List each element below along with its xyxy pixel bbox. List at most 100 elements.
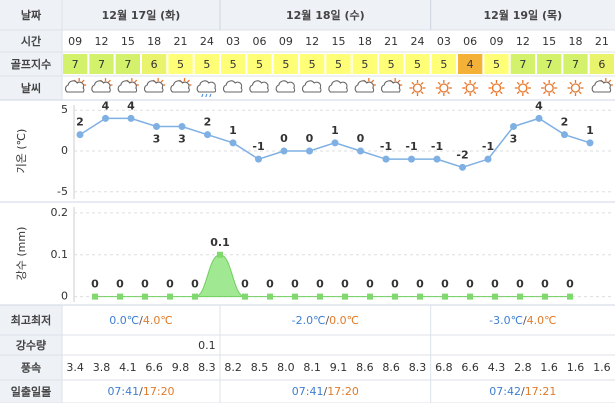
- icon: [465, 83, 475, 93]
- golf-cell: [458, 54, 483, 74]
- wind: 9.1: [330, 361, 348, 374]
- golf-cell: [484, 54, 509, 74]
- golf-index: 5: [493, 58, 500, 71]
- wind: 8.6: [382, 361, 400, 374]
- temp-label: 0: [357, 132, 365, 145]
- golf-cell: [405, 54, 430, 74]
- icon: [196, 80, 217, 93]
- rain-point: [367, 293, 373, 300]
- icon: [464, 91, 468, 95]
- rain-point: [167, 293, 173, 300]
- temp-point: [535, 114, 543, 122]
- temp-label: -1: [431, 140, 443, 153]
- day-label: 12월 17일 (화): [102, 8, 181, 22]
- y-tick-label: 0.2: [51, 206, 69, 219]
- icon: [411, 81, 415, 85]
- value: -3.0℃: [489, 314, 523, 327]
- icon: [302, 80, 322, 93]
- icon: [437, 91, 441, 95]
- rain-point: [267, 293, 273, 300]
- wind: 3.4: [66, 361, 84, 374]
- golf-index: 7: [124, 58, 131, 71]
- wind: 2.8: [514, 361, 532, 374]
- day-label: 12월 18일 (수): [286, 8, 365, 22]
- golf-index: 7: [572, 58, 579, 71]
- golf-index: 6: [151, 58, 158, 71]
- golf-cell: [510, 54, 535, 74]
- wind: 1.6: [540, 361, 558, 374]
- time: 12: [516, 35, 530, 48]
- wind: 4.3: [488, 361, 506, 374]
- icon: [473, 81, 477, 85]
- temp-point: [204, 131, 211, 139]
- time: 09: [68, 35, 82, 48]
- wind: 4.1: [119, 361, 137, 374]
- label-col-bg: [0, 305, 62, 403]
- golf-cell: [273, 54, 298, 74]
- y-tick-label: 0.1: [51, 248, 69, 261]
- golf-cell: [247, 54, 272, 74]
- temp-point: [561, 131, 568, 139]
- value: /: [521, 385, 525, 398]
- value: 4.0℃: [527, 314, 557, 327]
- rain-label: 0: [441, 278, 449, 291]
- pair: 07:41/17:20: [292, 385, 359, 398]
- rain-point: [117, 293, 123, 300]
- temp-label: 4: [102, 99, 110, 112]
- icon: [144, 80, 164, 93]
- rain-label: 0: [366, 278, 374, 291]
- temp-point: [127, 114, 135, 122]
- rain-label: 0: [316, 278, 324, 291]
- temp-point: [306, 147, 313, 155]
- label-col-bg: [0, 0, 62, 100]
- rain-label: 0.1: [210, 236, 230, 249]
- time: 03: [226, 35, 240, 48]
- temp-point: [408, 155, 415, 163]
- temp-label: -2: [456, 148, 468, 161]
- icon: [591, 80, 612, 93]
- icon: [160, 79, 164, 83]
- rain-point: [92, 293, 98, 300]
- pair: 07:42/17:21: [489, 385, 556, 398]
- icon: [437, 81, 441, 85]
- temp-label: 4: [535, 99, 543, 112]
- icon: [411, 91, 415, 95]
- time: 21: [174, 35, 188, 48]
- rain-label: 0: [541, 278, 549, 291]
- row-label: 최고최저: [11, 313, 51, 327]
- temp-label: 3: [153, 133, 161, 146]
- icon: [544, 83, 554, 93]
- icon: [499, 91, 503, 95]
- icon: [439, 83, 449, 93]
- icon: [412, 83, 423, 93]
- icon: [170, 80, 190, 93]
- time: 24: [411, 35, 425, 48]
- time: 15: [332, 35, 346, 48]
- icon: [81, 79, 85, 83]
- icon: [552, 81, 556, 85]
- time: 06: [253, 35, 267, 48]
- temp-point: [76, 131, 84, 139]
- icon: [518, 83, 528, 93]
- icon: [608, 79, 612, 83]
- time: 18: [358, 35, 372, 48]
- value: 17:21: [525, 385, 557, 398]
- icon: [464, 81, 468, 85]
- time: 18: [147, 35, 161, 48]
- y-tick-label: 0: [61, 290, 68, 303]
- golf-cell: [431, 54, 456, 74]
- icon: [578, 91, 582, 95]
- icon: [201, 93, 212, 98]
- rain-amount: 0.1: [198, 339, 216, 352]
- time: 18: [569, 35, 583, 48]
- rain-label: 0: [141, 278, 149, 291]
- rain-point: [292, 293, 298, 300]
- icon: [371, 79, 375, 83]
- icon: [107, 79, 111, 83]
- golf-index: 6: [598, 58, 605, 71]
- golf-cell: [221, 54, 246, 74]
- rain-label: 0: [566, 278, 574, 291]
- temp-label: -1: [380, 140, 392, 153]
- icon: [552, 91, 556, 95]
- wind: 9.8: [172, 361, 190, 374]
